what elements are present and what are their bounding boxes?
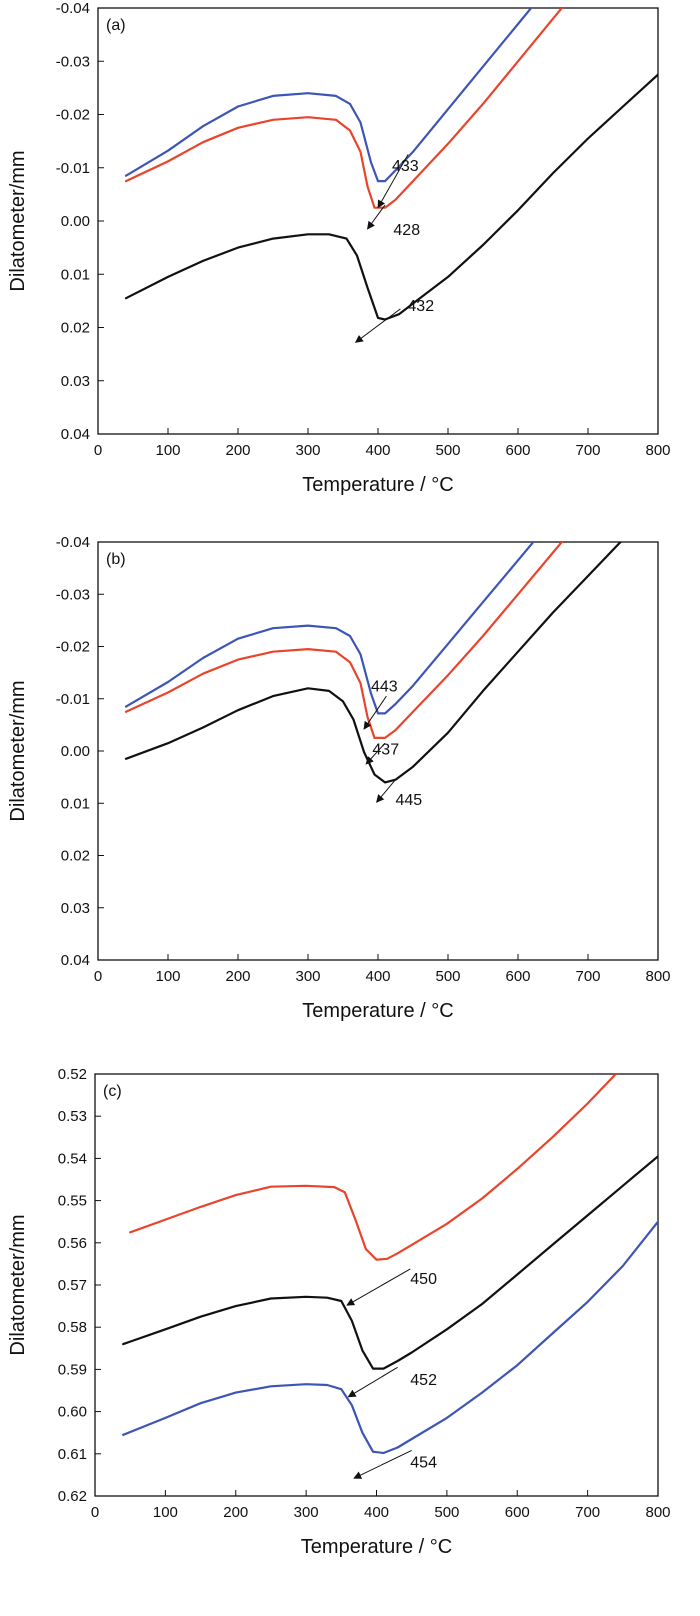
y-tick-label: 0.55 xyxy=(58,1193,87,1210)
x-tick-label: 400 xyxy=(364,1504,389,1521)
x-tick-label: 300 xyxy=(295,968,320,985)
annotation-arrow xyxy=(376,779,396,803)
plot-frame xyxy=(94,1073,659,1497)
series-line-1 xyxy=(124,542,535,715)
annotation-label: 452 xyxy=(410,1372,437,1389)
annotation-label: 433 xyxy=(392,158,419,175)
panel-label: (a) xyxy=(106,17,126,34)
y-tick-label: 0.03 xyxy=(61,373,90,390)
y-tick-label: 0.01 xyxy=(61,795,90,812)
y-tick-label: 0.01 xyxy=(61,266,90,283)
series-line-2 xyxy=(122,1155,658,1370)
y-tick-label: 0.04 xyxy=(61,952,90,969)
x-tick-label: 400 xyxy=(365,442,390,459)
y-tick-label: -0.02 xyxy=(56,107,90,124)
x-tick-label: 700 xyxy=(575,1504,600,1521)
y-tick-label: 0.00 xyxy=(61,213,90,230)
series-line-3 xyxy=(122,1220,658,1455)
y-axis-title: Dilatometer/mm xyxy=(7,680,29,821)
x-tick-label: 0 xyxy=(94,968,102,985)
y-axis-title: Dilatometer/mm xyxy=(7,1214,29,1355)
series-line-2 xyxy=(124,8,564,209)
y-tick-label: 0.00 xyxy=(61,743,90,760)
x-tick-label: 700 xyxy=(575,442,600,459)
x-tick-label: 600 xyxy=(505,442,530,459)
x-tick-label: 600 xyxy=(505,968,530,985)
annotation-label: 428 xyxy=(393,222,420,239)
x-tick-label: 300 xyxy=(294,1504,319,1521)
x-tick-label: 500 xyxy=(435,442,460,459)
y-tick-label: 0.57 xyxy=(58,1277,87,1294)
y-tick-label: -0.04 xyxy=(56,534,90,551)
x-tick-label: 300 xyxy=(295,442,320,459)
x-tick-label: 500 xyxy=(434,1504,459,1521)
y-tick-label: 0.60 xyxy=(58,1404,87,1421)
x-tick-label: 100 xyxy=(155,442,180,459)
panel-label: (c) xyxy=(103,1083,122,1100)
x-tick-label: 700 xyxy=(575,968,600,985)
x-tick-label: 200 xyxy=(223,1504,248,1521)
annotation-label: 454 xyxy=(410,1454,437,1471)
x-axis-title: Temperature / °C xyxy=(302,1000,453,1022)
x-tick-label: 800 xyxy=(645,968,670,985)
chart-panel-3: 0 100 200 300 400 500 600 700 800 0.52 0.53 0.54 0.5… xyxy=(7,1066,671,1558)
annotation-arrow xyxy=(363,695,387,730)
y-tick-label: 0.58 xyxy=(58,1319,87,1336)
y-tick-label: 0.54 xyxy=(58,1150,87,1167)
y-tick-label: 0.59 xyxy=(58,1361,87,1378)
annotation-label: 437 xyxy=(372,741,399,758)
annotation-arrow xyxy=(367,204,386,230)
y-tick-label: -0.01 xyxy=(56,691,90,708)
y-tick-label: 0.61 xyxy=(58,1446,87,1463)
y-tick-label: 0.62 xyxy=(58,1488,87,1505)
y-tick-label: 0.56 xyxy=(58,1235,87,1252)
x-axis-title: Temperature / °C xyxy=(302,474,453,496)
y-tick-label: -0.01 xyxy=(56,160,90,177)
y-tick-label: -0.04 xyxy=(56,0,90,17)
x-tick-label: 0 xyxy=(94,442,102,459)
y-tick-label: 0.03 xyxy=(61,900,90,917)
x-tick-label: 0 xyxy=(91,1504,99,1521)
annotation-arrow xyxy=(347,1366,398,1398)
annotation-arrow xyxy=(365,742,386,765)
x-tick-label: 100 xyxy=(155,968,180,985)
x-tick-label: 200 xyxy=(225,968,250,985)
y-tick-label: -0.02 xyxy=(56,639,90,656)
x-tick-label: 800 xyxy=(645,1504,670,1521)
y-tick-label: 0.52 xyxy=(58,1066,87,1083)
annotation-label: 445 xyxy=(396,792,423,809)
x-tick-label: 800 xyxy=(645,442,670,459)
y-tick-label: 0.04 xyxy=(61,426,90,443)
annotation-label: 443 xyxy=(371,679,398,696)
y-tick-label: -0.03 xyxy=(56,53,90,70)
annotation-arrow xyxy=(353,1449,412,1479)
annotation-arrow xyxy=(377,154,409,209)
annotation-arrow xyxy=(354,308,401,343)
annotation-arrow xyxy=(346,1268,411,1306)
y-tick-label: 0.02 xyxy=(61,320,90,337)
x-axis-title: Temperature / °C xyxy=(301,1536,452,1558)
panel-label: (b) xyxy=(106,551,126,568)
series-line-3 xyxy=(124,73,658,321)
series-line-1 xyxy=(129,1074,617,1261)
x-tick-label: 200 xyxy=(225,442,250,459)
y-tick-label: 0.53 xyxy=(58,1108,87,1125)
chart-panel-1: 0 100 200 300 400 500 600 700 800 -0.04 -0.03 -0.02… xyxy=(7,0,671,496)
annotation-label: 450 xyxy=(410,1271,437,1288)
y-tick-label: -0.03 xyxy=(56,586,90,603)
series-line-1 xyxy=(124,8,533,183)
x-tick-label: 600 xyxy=(505,1504,530,1521)
y-axis-title: Dilatometer/mm xyxy=(7,150,29,291)
plot-frame xyxy=(97,7,659,435)
x-tick-label: 400 xyxy=(365,968,390,985)
chart-panel-2: 0 100 200 300 400 500 600 700 800 -0.04 -0.03 -0.02… xyxy=(7,534,671,1022)
annotation-label: 432 xyxy=(407,298,434,315)
series-line-2 xyxy=(124,542,564,740)
x-tick-label: 500 xyxy=(435,968,460,985)
y-tick-label: 0.02 xyxy=(61,848,90,865)
x-tick-label: 100 xyxy=(153,1504,178,1521)
